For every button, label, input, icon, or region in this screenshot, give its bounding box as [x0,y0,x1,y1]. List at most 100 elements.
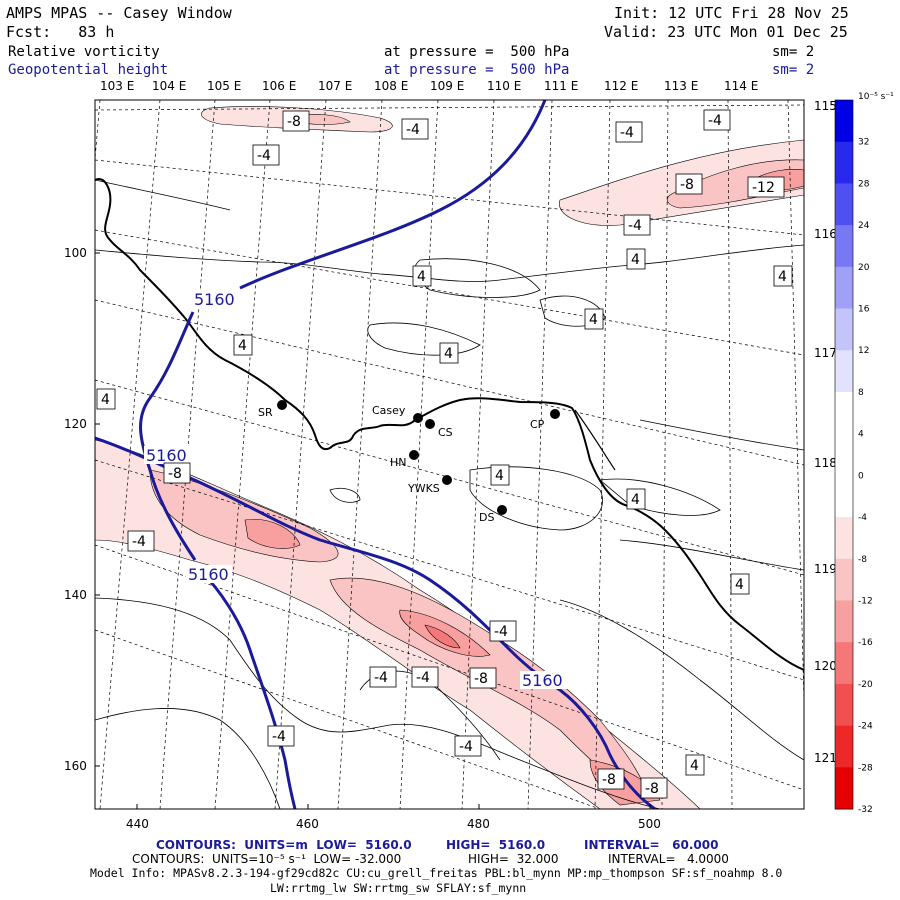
footer-vorticity-contours-c: INTERVAL= 4.0000 [608,852,729,866]
init-time: Init: 12 UTC Fri 28 Nov 25 [614,4,849,22]
colorbar-swatch [835,391,853,435]
lon-label: 106 E [262,79,296,93]
vorticity-label: -8 [282,110,310,132]
colorbar-swatch [835,141,853,184]
footer-height-contours-b: HIGH= 5160.0 [446,838,546,852]
vorticity-label: -8 [163,462,191,484]
svg-text:Casey: Casey [372,404,406,417]
height-label: 5160 [188,565,229,584]
lon-label: 105 E [207,79,241,93]
colorbar-swatch [835,350,853,393]
svg-text:-4: -4 [459,739,473,755]
vorticity-label: 4 [773,265,793,287]
colorbar-label: -28 [858,763,873,773]
svg-text:4: 4 [444,346,453,362]
vorticity-label: 4 [412,265,432,287]
footer-height-contours-c: INTERVAL= 60.000 [584,838,719,852]
colorbar-label: 4 [858,430,864,440]
svg-text:-4: -4 [628,218,642,234]
station-sr: SR [258,400,287,419]
vorticity-label: 4 [730,573,750,595]
vorticity-label: 4 [584,308,604,330]
height-label: 5160 [522,671,563,690]
forecast-hour: Fcst: 83 h [6,23,115,41]
station-hn: HN [390,450,419,469]
lon-label: 108 E [374,79,408,93]
lon-label: 114 E [724,79,758,93]
svg-text:100: 100 [64,246,87,260]
svg-text:4: 4 [778,269,787,285]
svg-text:-8: -8 [645,781,659,797]
latitude-gridlines [95,104,804,809]
colorbar-swatch [835,600,853,643]
colorbar-swatch [835,683,853,727]
colorbar-swatch [835,433,853,476]
x-axis: 440 460 480 500 [126,804,661,831]
colorbar-swatch [835,642,853,685]
svg-text:120: 120 [64,417,87,431]
height-label: 5160 [194,290,235,309]
svg-text:4: 4 [495,468,504,484]
footer-vorticity-contours-b: HIGH= 32.000 [468,852,559,866]
svg-text:DS: DS [479,511,494,524]
vorticity-label: -4 [369,666,397,688]
vorticity-label: -4 [703,109,731,131]
vorticity-label: -4 [401,118,429,140]
vorticity-label: -8 [469,667,497,689]
lon-label: 104 E [152,79,186,93]
svg-text:4: 4 [631,252,640,268]
svg-text:-4: -4 [494,624,508,640]
field1-level: at pressure = 500 hPa [384,44,570,60]
colorbar-label: -8 [858,555,867,565]
svg-text:-4: -4 [416,670,430,686]
colorbar-label: 24 [858,221,870,231]
colorbar-label: 16 [858,305,870,315]
vorticity-label: -4 [615,121,643,143]
field2-name: Geopotential height [8,62,169,78]
colorbar-label: 20 [858,263,870,273]
footer-model-info: Model Info: MPASv8.2.3-194-gf29cd82c CU:… [90,866,783,880]
valid-time: Valid: 23 UTC Mon 01 Dec 25 [604,23,848,41]
svg-text:-4: -4 [132,534,146,550]
lon-label: 112 E [604,79,638,93]
field1-name: Relative vorticity [8,44,160,60]
vorticity-label: -12 [747,176,785,198]
colorbar-label: -20 [858,680,873,690]
svg-text:-4: -4 [406,122,420,138]
vorticity-label: 4 [96,388,116,410]
field2-level: at pressure = 500 hPa [384,62,570,78]
svg-text:-4: -4 [272,729,286,745]
svg-text:-8: -8 [474,671,488,687]
vorticity-shading [95,106,804,809]
colorbar-swatch [835,225,853,268]
height-label: 5160 [146,446,187,465]
vorticity-label: 4 [685,754,705,776]
colorbar-label: 32 [858,138,869,148]
colorbar-label: -12 [858,596,873,606]
svg-text:-4: -4 [708,113,722,129]
top-longitude-labels: 103 E 104 E 105 E 106 E 107 E 108 E 109 … [100,79,758,93]
svg-text:4: 4 [101,392,110,408]
station-casey: Casey [372,404,423,423]
svg-text:-8: -8 [602,772,616,788]
station-cp: CP [530,409,560,431]
svg-text:4: 4 [735,577,744,593]
lon-label: 111 E [544,79,578,93]
vorticity-label: -8 [640,777,668,799]
svg-text:140: 140 [64,588,87,602]
vorticity-label: -4 [127,530,155,552]
coastline [95,178,804,671]
svg-text:4: 4 [631,492,640,508]
vorticity-label: -4 [454,735,482,757]
vorticity-label: 4 [233,334,253,356]
height-contour-labels: 5160 5160 5160 5160 [144,290,568,690]
svg-text:4: 4 [417,269,426,285]
colorbar-label: -4 [858,513,867,523]
vorticity-label: -4 [252,144,280,166]
svg-text:-4: -4 [257,148,271,164]
lon-label: 107 E [318,79,352,93]
stations: SR Casey CS CP HN YWKS DS [258,400,560,524]
svg-text:CP: CP [530,418,545,431]
vorticity-label: 4 [439,342,459,364]
svg-text:4: 4 [589,312,598,328]
